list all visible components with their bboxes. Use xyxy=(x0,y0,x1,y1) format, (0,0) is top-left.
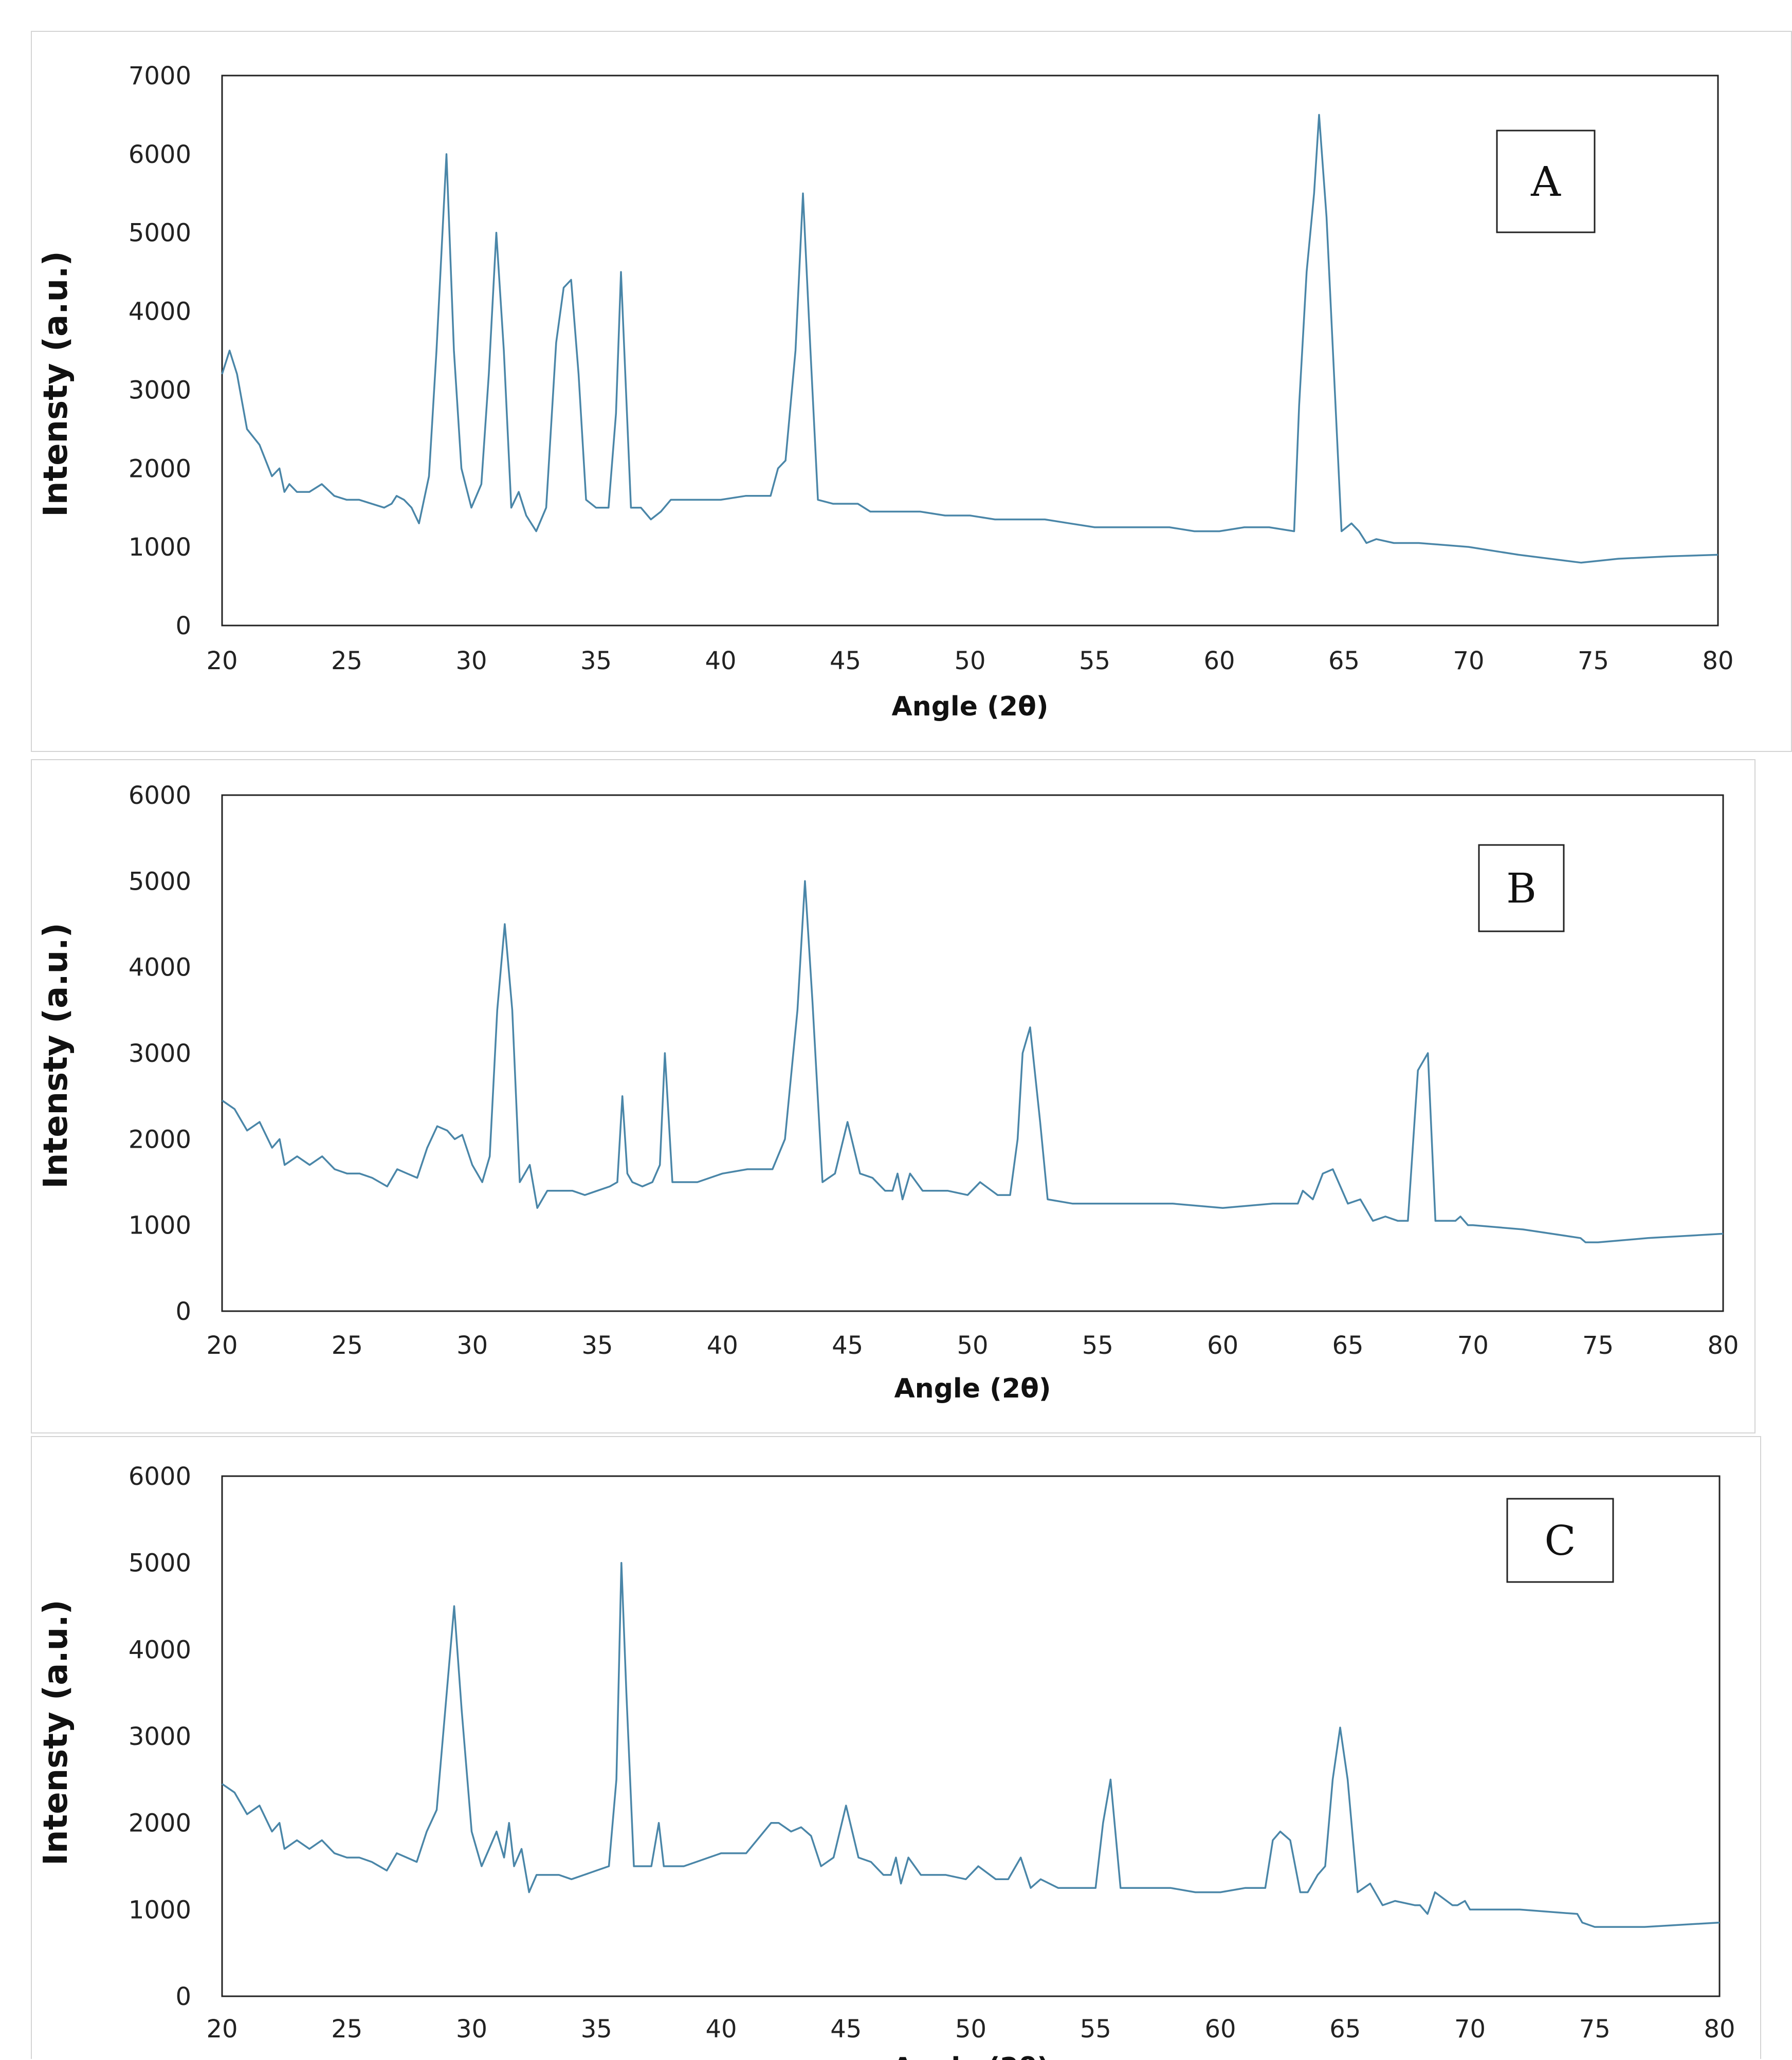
x-tick-label: 50 xyxy=(955,2015,986,2044)
plot-frame-c xyxy=(221,1475,1721,1997)
x-tick-label: 55 xyxy=(1080,2015,1111,2044)
y-tick-label: 4000 xyxy=(129,1635,191,1664)
x-tick-label: 65 xyxy=(1332,1331,1363,1360)
x-tick-label: 30 xyxy=(455,647,487,675)
chart-c: 0 1000 2000 3000 4000 5000 6000 20 25 30 35 40 45 50 5… xyxy=(37,1462,1735,2060)
panel-label: C xyxy=(1544,1517,1576,1565)
x-tick-label: 25 xyxy=(331,647,362,675)
x-tick-label: 35 xyxy=(580,647,612,675)
y-tick-label: 7000 xyxy=(129,62,191,90)
series-line-b xyxy=(222,880,1724,1243)
x-tick-label: 25 xyxy=(332,1331,363,1360)
x-tick-label: 70 xyxy=(1454,2015,1486,2044)
panel-label: A xyxy=(1530,158,1561,206)
y-tick-label: 0 xyxy=(175,1982,191,2011)
panel-label-box xyxy=(1478,844,1565,932)
x-tick-label: 45 xyxy=(830,647,861,675)
series-line-a xyxy=(221,114,1718,564)
y-tick-label: 6000 xyxy=(129,140,191,169)
x-tick-label: 20 xyxy=(206,1331,237,1360)
y-tick-label: 5000 xyxy=(129,1549,191,1578)
x-axis-title: Angle (2θ) xyxy=(894,1373,1051,1404)
y-tick-label: 2000 xyxy=(129,1809,191,1838)
x-tick-label: 80 xyxy=(1702,647,1733,675)
plot-frame-b xyxy=(221,794,1724,1312)
y-tick-label: 5000 xyxy=(129,867,191,896)
x-tick-label: 60 xyxy=(1203,647,1235,675)
panel-label-box xyxy=(1496,130,1596,233)
chart-b: 0 1000 2000 3000 4000 5000 6000 20 25 30 35 40 45 50 5… xyxy=(37,781,1739,1404)
x-tick-label: 20 xyxy=(206,647,237,675)
y-tick-label: 4000 xyxy=(129,298,191,326)
x-tick-label: 50 xyxy=(954,647,985,675)
y-tick-label: 1000 xyxy=(129,1211,191,1240)
x-axis-title: Angle (2θ) xyxy=(891,691,1048,722)
y-tick-label: 4000 xyxy=(129,953,191,982)
y-tick-label: 2000 xyxy=(129,1125,191,1154)
x-tick-label: 70 xyxy=(1457,1331,1489,1360)
x-tick-label: 20 xyxy=(206,2015,237,2044)
panel-b: 0 1000 2000 3000 4000 5000 6000 20 25 30 35 40 45 50 5… xyxy=(31,759,1756,1433)
x-tick-label: 40 xyxy=(705,2015,737,2044)
y-tick-label: 3000 xyxy=(129,1722,191,1751)
chart-a: 0 1000 2000 3000 4000 5000 6000 7000 20 25 30 35 40 4… xyxy=(37,62,1734,722)
panel-label-box xyxy=(1506,1498,1614,1583)
x-tick-label: 40 xyxy=(705,647,736,675)
series-line-c xyxy=(222,1561,1720,1928)
x-tick-label: 70 xyxy=(1453,647,1484,675)
y-tick-label: 3000 xyxy=(129,376,191,404)
panel-a: 0 1000 2000 3000 4000 5000 6000 7000 20 25 30 35 40 4… xyxy=(31,31,1792,752)
x-tick-label: 65 xyxy=(1328,647,1360,675)
y-tick-label: 0 xyxy=(175,612,191,640)
y-axis-title: Intensty (a.u.) xyxy=(37,923,75,1189)
y-tick-label: 1000 xyxy=(129,533,191,562)
y-tick-label: 0 xyxy=(175,1297,191,1326)
x-tick-label: 30 xyxy=(456,1331,488,1360)
x-tick-label: 75 xyxy=(1578,647,1609,675)
panel-label: B xyxy=(1506,865,1537,912)
x-tick-label: 65 xyxy=(1329,2015,1361,2044)
y-tick-label: 6000 xyxy=(129,1462,191,1491)
x-tick-label: 25 xyxy=(331,2015,362,2044)
x-tick-label: 55 xyxy=(1079,647,1110,675)
x-tick-label: 35 xyxy=(581,1331,613,1360)
y-tick-label: 2000 xyxy=(129,454,191,483)
y-axis-title: Intensty (a.u.) xyxy=(37,251,75,517)
y-tick-label: 1000 xyxy=(129,1896,191,1924)
panel-c: 0 1000 2000 3000 4000 5000 6000 20 25 30 35 40 45 50 5… xyxy=(31,1436,1761,2060)
x-tick-label: 45 xyxy=(830,2015,862,2044)
x-axis-title: Angle (2θ) xyxy=(892,2052,1049,2060)
y-tick-label: 3000 xyxy=(129,1039,191,1068)
x-tick-label: 35 xyxy=(581,2015,612,2044)
x-tick-label: 80 xyxy=(1707,1331,1739,1360)
y-tick-label: 5000 xyxy=(129,219,191,248)
x-tick-label: 55 xyxy=(1082,1331,1113,1360)
y-tick-label: 6000 xyxy=(129,781,191,810)
x-tick-label: 45 xyxy=(832,1331,863,1360)
x-tick-label: 60 xyxy=(1204,2015,1236,2044)
y-axis-title: Intensty (a.u.) xyxy=(37,1599,75,1866)
x-tick-label: 60 xyxy=(1207,1331,1238,1360)
plot-frame-a xyxy=(221,75,1719,627)
x-tick-label: 75 xyxy=(1582,1331,1614,1360)
x-tick-label: 30 xyxy=(456,2015,487,2044)
x-tick-label: 80 xyxy=(1704,2015,1735,2044)
x-tick-label: 50 xyxy=(957,1331,988,1360)
x-tick-label: 75 xyxy=(1579,2015,1611,2044)
x-tick-label: 40 xyxy=(707,1331,738,1360)
